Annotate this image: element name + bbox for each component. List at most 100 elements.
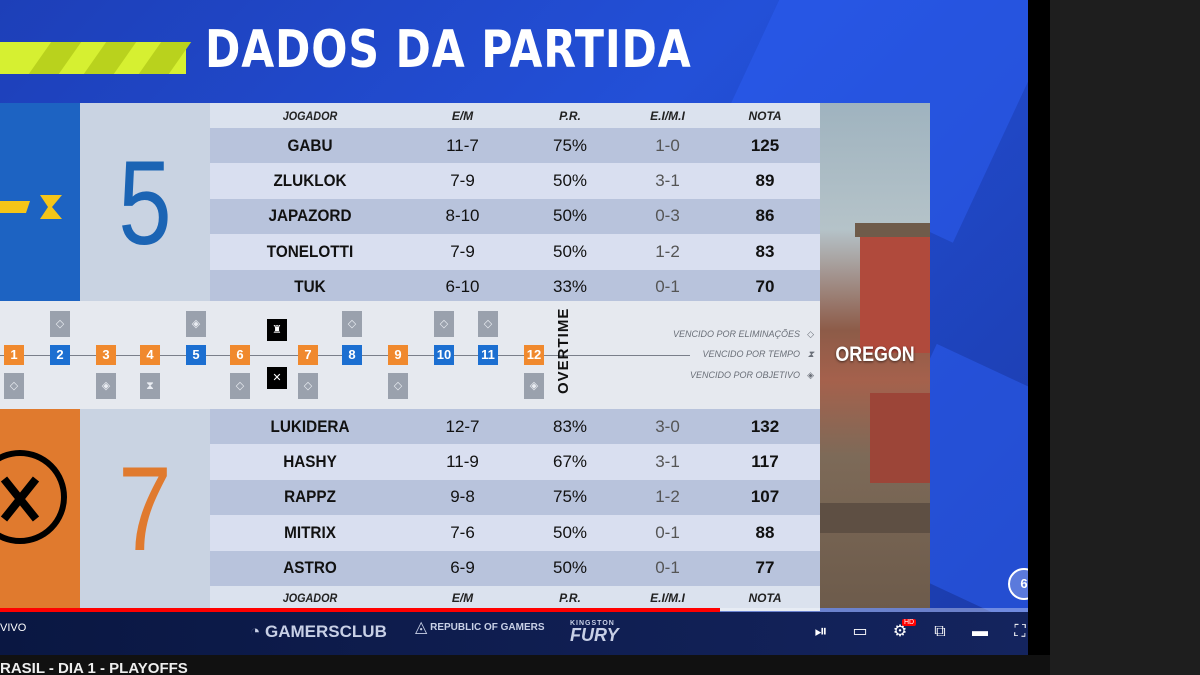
sponsor-bar: [0, 612, 1028, 655]
table-row: HASHY 11-9 67% 3-1 117: [210, 444, 820, 480]
live-label: VIVO: [0, 622, 27, 634]
legend-time: VENCIDO POR TEMPO ⧗: [702, 349, 814, 360]
team1-stats-table: JOGADOR E/M P.R. E.I/M.I NOTA GABU 11-7 75…: [210, 103, 820, 305]
player-nota: 132: [750, 416, 780, 436]
round-result-icon: ◇: [4, 373, 24, 399]
theater-mode-icon[interactable]: ▬: [972, 623, 988, 640]
col-pr: P.R.: [559, 108, 581, 123]
player-name: JAPAZORD: [268, 206, 352, 226]
video-title[interactable]: RASIL - DIA 1 - PLAYOFFS: [0, 660, 188, 675]
col-em: E/M: [451, 108, 474, 123]
player-ei: 1-0: [655, 135, 680, 155]
sponsor-gamersclub-label: GAMERSCLUB: [265, 622, 387, 641]
player-nota: 88: [755, 522, 775, 542]
round-result-icon: ◇: [230, 373, 250, 399]
round-badge: 5: [186, 345, 206, 365]
round-badge: 1: [4, 345, 24, 365]
round-result-icon: ◈: [96, 373, 116, 399]
player-em: 7-9: [450, 171, 475, 191]
subtitles-icon[interactable]: ▭: [852, 623, 868, 640]
table-row: TUK 6-10 33% 0-1 70: [210, 269, 820, 305]
player-ei: 0-1: [655, 558, 680, 578]
round-badge: 9: [388, 345, 408, 365]
player-em: 7-6: [450, 522, 475, 542]
legend-elim: VENCIDO POR ELIMINAÇÕES ◇: [673, 329, 814, 340]
round-badge: 12: [524, 345, 544, 365]
col-ei: E.I/M.I: [650, 591, 685, 606]
team2-logo: [0, 409, 80, 608]
elim-icon: ◇: [807, 329, 814, 339]
player-pr: 75%: [552, 487, 588, 507]
video-frame[interactable]: DADOS DA PARTIDA 5 JOGADOR E/M P.R. E.I/…: [0, 0, 1028, 655]
hd-badge: HD: [902, 619, 917, 626]
player-ei: 0-1: [655, 277, 680, 297]
map-panel: OREGON: [820, 103, 930, 608]
player-pr: 50%: [552, 522, 588, 542]
table-row: MITRIX 7-6 50% 0-1 88: [210, 515, 820, 551]
hourglass-icon: ⧗: [807, 349, 814, 359]
round-result-icon: ◈: [186, 311, 206, 337]
overtime-label: OVERTIME: [555, 307, 572, 394]
player-pr: 83%: [552, 416, 588, 436]
player-pr: 50%: [552, 241, 588, 261]
miniplayer-icon[interactable]: ⧉: [934, 623, 946, 640]
round-badge: 2: [50, 345, 70, 365]
player-nota: 117: [751, 452, 779, 472]
round-badge: 3: [96, 345, 116, 365]
player-name: GABU: [287, 135, 333, 155]
gamersclub-icon: ◔: [250, 622, 261, 641]
player-nota: 89: [755, 171, 775, 191]
round-result-icon: ◇: [342, 311, 362, 337]
table-row: ASTRO 6-9 50% 0-1 77: [210, 550, 820, 586]
player-ei: 1-2: [655, 241, 680, 261]
legend-objective: VENCIDO POR OBJETIVO ◈: [690, 370, 814, 381]
table-footer: JOGADOR E/M P.R. E.I/M.I NOTA: [210, 585, 820, 611]
player-nota: 125: [750, 135, 780, 155]
autoplay-toggle-icon[interactable]: ⏯: [814, 623, 828, 640]
player-pr: 50%: [552, 171, 588, 191]
player-em: 11-9: [446, 452, 479, 472]
fullscreen-icon[interactable]: ⛶: [1014, 623, 1026, 640]
table-row: JAPAZORD 8-10 50% 0-3 86: [210, 198, 820, 235]
player-pr: 75%: [552, 135, 588, 155]
col-player: JOGADOR: [282, 591, 338, 606]
table-row: TONELOTTI 7-9 50% 1-2 83: [210, 234, 820, 270]
player-pr: 67%: [552, 452, 588, 472]
table-row: GABU 11-7 75% 1-0 125: [210, 128, 820, 164]
page-title: DADOS DA PARTIDA: [205, 20, 692, 80]
col-player: JOGADOR: [282, 108, 338, 123]
player-name: ZLUKLOK: [273, 171, 347, 191]
legend-time-label: VENCIDO POR TEMPO: [702, 349, 800, 359]
team1-score-box: 5: [80, 103, 210, 301]
defuser-icon: ✕: [267, 367, 287, 389]
player-ei: 0-3: [655, 206, 680, 226]
round-badge: 6: [230, 345, 250, 365]
round-result-icon: ◇: [388, 373, 408, 399]
legend-elim-label: VENCIDO POR ELIMINAÇÕES: [672, 329, 800, 339]
player-nota: 86: [755, 206, 775, 226]
round-result-icon: ⧗: [140, 373, 160, 399]
table-row: RAPPZ 9-8 75% 1-2 107: [210, 479, 820, 516]
sponsor-gamersclub: ◔ GAMERSCLUB: [250, 622, 387, 642]
objective-icon: ◈: [807, 370, 814, 380]
table-header: JOGADOR E/M P.R. E.I/M.I NOTA: [210, 103, 820, 128]
player-name: ASTRO: [283, 558, 337, 578]
player-edge: [1028, 0, 1050, 655]
player-em: 7-9: [450, 241, 475, 261]
player-em: 8-10: [445, 206, 480, 226]
team2-stats-table: LUKIDERA 12-7 83% 3-0 132 HASHY 11-9 67% 3-1 117 R…: [210, 409, 820, 611]
player-ei: 3-0: [655, 416, 680, 436]
player-em: 11-7: [446, 135, 479, 155]
round-badge: 10: [434, 345, 454, 365]
progress-fill: [0, 608, 720, 612]
player-name: RAPPZ: [284, 487, 336, 507]
round-badge: 11: [478, 345, 498, 365]
player-pr: 33%: [552, 277, 588, 297]
col-nota: NOTA: [748, 591, 782, 606]
legend-objective-label: VENCIDO POR OBJETIVO: [689, 370, 800, 380]
title-stripe: [0, 42, 192, 74]
settings-gear-icon[interactable]: ⚙: [892, 623, 908, 640]
defuser-icon: ♜: [267, 319, 287, 341]
col-em: E/M: [451, 591, 474, 606]
sidebar-area: [1050, 0, 1200, 675]
